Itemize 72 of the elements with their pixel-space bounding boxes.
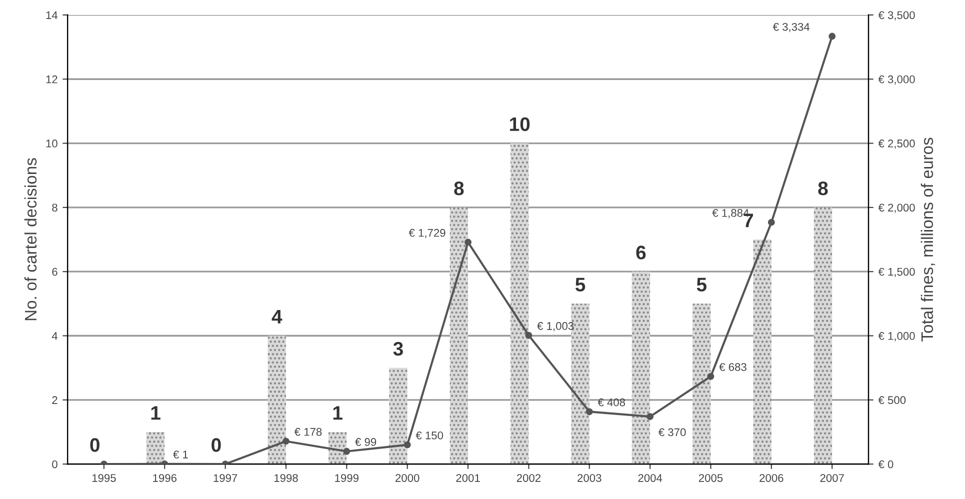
bar [389, 368, 408, 464]
x-tick-label: 2007 [820, 474, 844, 482]
point [343, 448, 350, 455]
point [404, 441, 411, 448]
x-tick-label: 2000 [396, 474, 420, 482]
point [525, 332, 532, 339]
y-tick-label: 14 [46, 11, 58, 19]
bar [146, 432, 165, 464]
point [646, 413, 654, 420]
data-label: 5 [575, 278, 586, 292]
data-label: 10 [510, 117, 530, 132]
data-label: 0 [212, 438, 221, 452]
x-tick-label: 1997 [214, 474, 238, 482]
y-tick-label: 4 [52, 332, 58, 340]
point [768, 218, 775, 226]
data-label: € 1 [173, 450, 188, 458]
bar [692, 304, 711, 464]
data-label: 4 [272, 310, 282, 324]
point [586, 408, 593, 416]
y2-tick-label: € 2,500 [878, 140, 915, 149]
point [707, 372, 714, 380]
bar [450, 207, 468, 464]
data-label: 8 [818, 181, 828, 196]
x-tick-label: 1998 [274, 474, 298, 482]
y-tick-label: 10 [46, 140, 58, 148]
bar [814, 207, 832, 464]
data-label: 1 [333, 406, 342, 420]
x-tick-label: 1996 [153, 474, 177, 482]
y-tick-label: 12 [46, 75, 58, 84]
x-tick-label: 2004 [638, 474, 662, 482]
x-tick-label: 1995 [92, 474, 116, 482]
y2-tick-label: € 0 [878, 460, 894, 468]
point [828, 32, 836, 40]
x-tick-label: 2006 [760, 474, 784, 482]
data-label: € 1,003 [537, 322, 574, 332]
data-label: € 150 [416, 432, 444, 440]
y-tick-label: 2 [52, 396, 58, 404]
y2-tick-label: € 3,500 [878, 11, 915, 20]
y-tick-label: 0 [52, 460, 58, 468]
data-label: € 408 [598, 398, 626, 406]
data-label: € 3,334 [772, 22, 810, 32]
x-tick-label: 2003 [578, 474, 602, 482]
y-tick-label: 6 [52, 268, 58, 276]
data-label: € 99 [355, 438, 376, 446]
data-label: 8 [454, 181, 464, 196]
data-label: € 178 [294, 428, 322, 436]
x-tick-label: 2001 [456, 474, 480, 482]
y2-tick-label: € 1,000 [878, 332, 915, 342]
data-label: 3 [393, 342, 403, 356]
bar [510, 143, 529, 464]
x-tick-label: 2002 [516, 474, 541, 482]
point [282, 438, 290, 445]
y2-tick-label: € 500 [878, 396, 906, 404]
x-tick-label: 2005 [698, 474, 723, 482]
data-label: 6 [636, 246, 646, 260]
y-axis-title: No. of cartel decisions [24, 158, 37, 320]
data-label: € 683 [719, 363, 746, 371]
data-label: 0 [90, 438, 100, 452]
y2-axis-title: Total fines, millions of euros [920, 138, 936, 342]
x-tick-label: 1999 [335, 474, 359, 482]
data-label: € 1,729 [408, 228, 446, 238]
bar [268, 336, 286, 464]
data-label: 5 [696, 278, 706, 292]
y2-tick-label: € 1,500 [878, 268, 915, 278]
bar [632, 272, 650, 464]
y2-tick-label: € 2,000 [878, 204, 915, 213]
data-label: € 370 [658, 428, 686, 436]
y-tick-label: 8 [52, 204, 58, 212]
y2-tick-label: € 3,000 [878, 75, 915, 85]
data-label: 1 [151, 406, 160, 420]
bar [753, 240, 772, 464]
point [464, 238, 472, 246]
